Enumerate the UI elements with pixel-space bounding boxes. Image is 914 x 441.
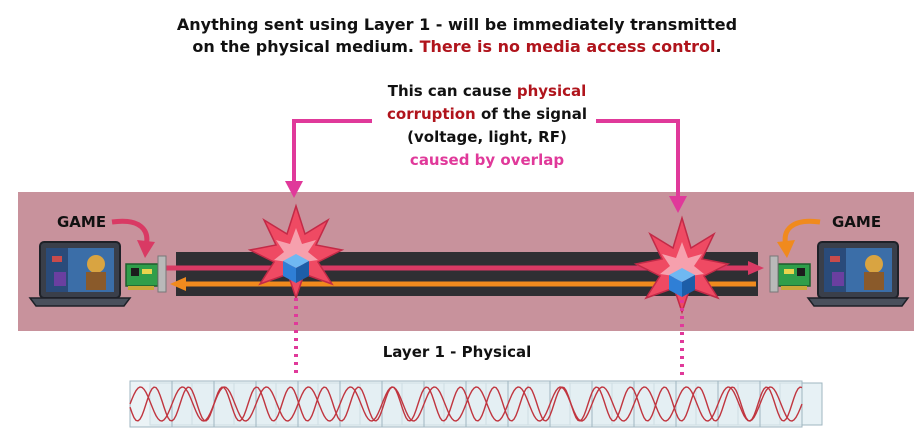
headline: Anything sent using Layer 1 - will be im… (0, 14, 914, 58)
headline-line-2-suffix: . (715, 37, 722, 56)
right-game-label: GAME (832, 213, 882, 231)
layer-label: Layer 1 - Physical (382, 343, 532, 361)
laptop-left-icon (28, 241, 132, 307)
callout-line-1: This can cause physical (357, 80, 617, 103)
network-card-right-icon (769, 255, 811, 293)
headline-line-2: on the physical medium. There is no medi… (0, 36, 914, 58)
inbound-arrow-right (777, 218, 821, 258)
callout-highlight-corruption: corruption (387, 105, 476, 123)
network-card-left-icon (125, 255, 167, 293)
callout-line-3: (voltage, light, RF) (407, 128, 567, 146)
headline-highlight: There is no media access control (419, 37, 716, 56)
left-game-label: GAME (57, 213, 107, 231)
callout-highlight-physical: physical (516, 82, 587, 100)
callout-arrow-right (596, 119, 687, 213)
waveform-strip (129, 380, 823, 428)
headline-line-1: Anything sent using Layer 1 - will be im… (176, 15, 738, 34)
collision-burst-right (633, 215, 731, 315)
laptop-right-icon (806, 241, 910, 307)
waveform-signal-b (129, 386, 803, 422)
collision-callout: This can cause physical corruption of th… (357, 80, 617, 172)
headline-line-2-prefix: on the physical medium. (192, 37, 420, 56)
callout-line-2: corruption of the signal (357, 103, 617, 126)
packet-cube-left (283, 254, 309, 283)
callout-line-1-prefix: This can cause (387, 82, 517, 100)
callout-line-4: caused by overlap (409, 151, 565, 169)
callout-line-2-suffix: of the signal (475, 105, 587, 123)
packet-cube-right (669, 268, 695, 297)
callout-arrow-left (285, 119, 372, 198)
inbound-arrow-left (111, 218, 155, 258)
